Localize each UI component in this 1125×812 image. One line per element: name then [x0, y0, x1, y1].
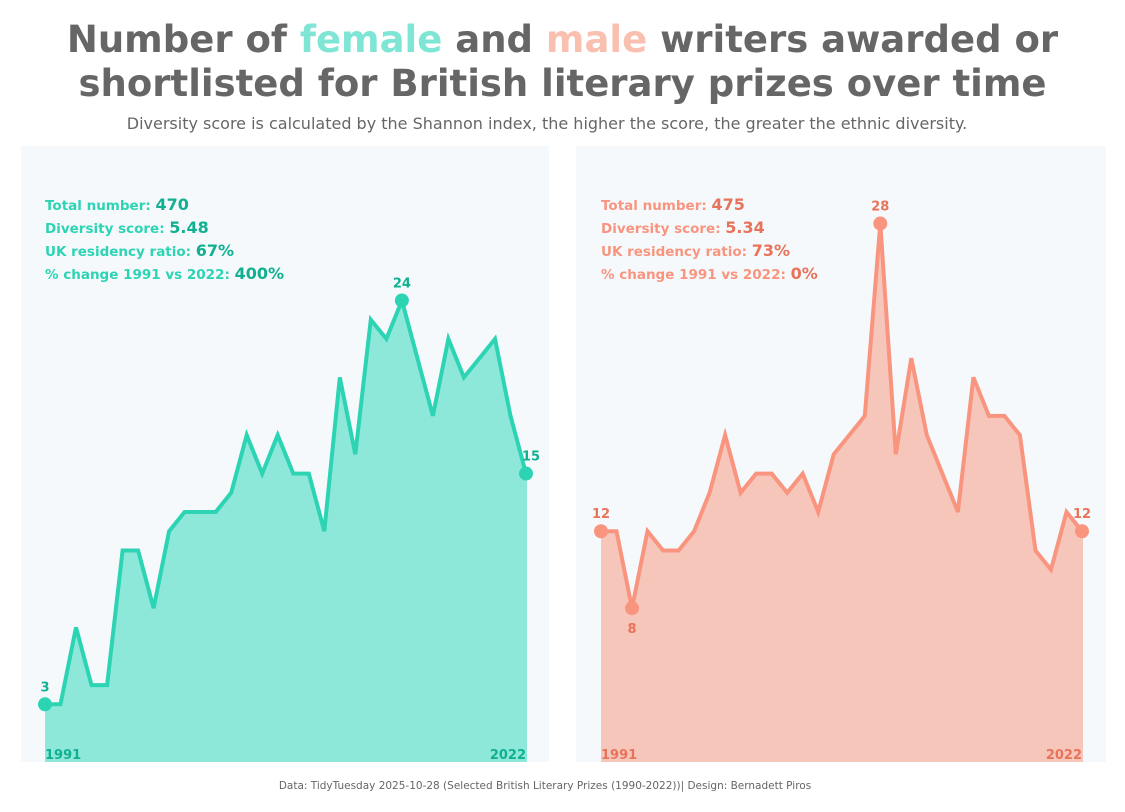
title-part2: and — [442, 18, 546, 61]
female-stat-2: UK residency ratio: 67% — [45, 241, 234, 260]
female-highlight-point-1991 — [38, 697, 52, 712]
female-x-start-label: 1991 — [45, 748, 81, 763]
male-highlight-point-1993 — [625, 601, 640, 616]
male-series-line — [601, 223, 1084, 609]
male-stat-1: Diversity score: 5.34 — [601, 218, 765, 237]
title-male-word: male — [545, 18, 648, 61]
female-point-label-1991: 3 — [40, 680, 49, 695]
female-area — [45, 300, 526, 762]
chart-subtitle: Diversity score is calculated by the Sha… — [126, 114, 968, 133]
female-point-label-2014: 24 — [393, 276, 411, 291]
female-stat-0: Total number: 470 — [45, 195, 189, 214]
male-point-label-1993: 8 — [628, 622, 637, 637]
female-highlight-point-2014 — [394, 293, 409, 308]
male-x-end-label: 2022 — [1046, 748, 1082, 763]
female-highlight-point-2022 — [519, 466, 533, 481]
male-x-start-label: 1991 — [601, 748, 637, 763]
male-stat-0: Total number: 475 — [601, 195, 745, 214]
male-highlight-point-2009 — [873, 216, 888, 231]
title-part1: Number of — [66, 18, 300, 61]
male-point-label-1991: 12 — [592, 507, 610, 522]
title-female-word: female — [299, 18, 443, 61]
title-line2: shortlisted for British literary prizes … — [78, 62, 1047, 105]
male-stat-3: % change 1991 vs 2022: 0% — [601, 264, 818, 283]
female-stat-1: Diversity score: 5.48 — [45, 218, 209, 237]
female-x-end-label: 2022 — [490, 748, 526, 763]
female-stat-3: % change 1991 vs 2022: 400% — [45, 264, 284, 283]
male-highlight-point-2022 — [1075, 524, 1089, 539]
male-stat-2: UK residency ratio: 73% — [601, 241, 790, 260]
male-point-label-2009: 28 — [871, 200, 889, 215]
male-area — [601, 223, 1082, 763]
female-series-line — [45, 294, 528, 707]
female-point-label-2022: 15 — [522, 450, 540, 465]
chart-title: Number of female and male writers awarde… — [0, 18, 1125, 106]
title-part3: writers awarded or — [647, 18, 1059, 61]
male-highlight-point-1991 — [594, 524, 608, 539]
chart-caption: Data: TidyTuesday 2025-10-28 (Selected B… — [278, 780, 812, 792]
male-point-label-2022: 12 — [1073, 507, 1091, 522]
